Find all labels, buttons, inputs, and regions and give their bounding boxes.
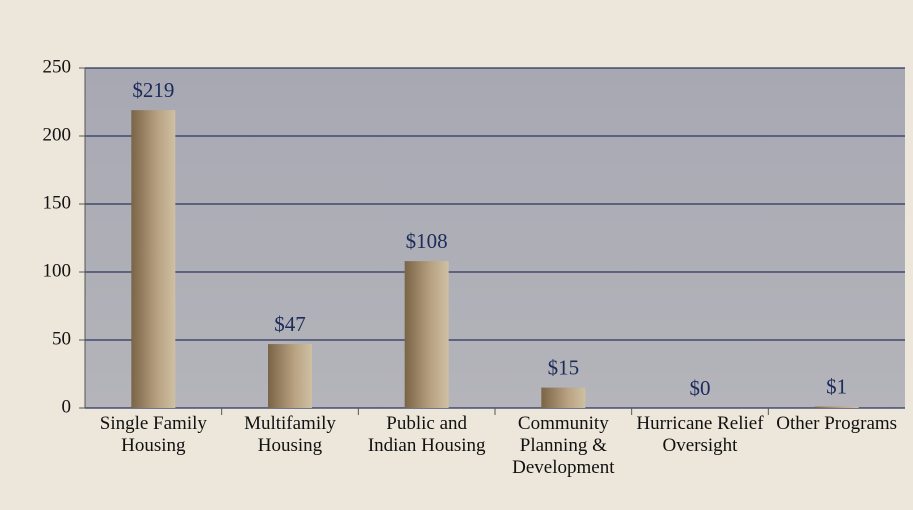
x-tick-label: Community Planning & Development [512,413,615,478]
y-tick-label: 100 [43,260,72,281]
x-tick-label: Single Family Housing [99,413,207,456]
bar [404,261,449,408]
y-tick-label: 0 [62,396,72,417]
bar [131,110,176,408]
y-tick-label: 50 [52,328,71,349]
bar [268,344,312,408]
y-tick-label: 150 [43,192,72,213]
x-tick-label: Multifamily Housing [244,413,336,456]
y-tick-label: 200 [43,124,72,145]
data-label: $47 [274,312,306,336]
x-tick-label: Other Programs [776,413,898,434]
x-tick-label: Public and Indian Housing [367,413,486,456]
data-label: $108 [406,229,448,253]
plot-area [85,68,905,408]
bar [541,387,586,408]
data-label: $219 [132,78,174,102]
y-tick-label: 250 [43,56,72,77]
data-label: $15 [548,355,580,379]
data-label: $1 [826,374,847,398]
x-tick-label: Hurricane Relief Oversight [636,413,764,456]
bar [814,406,859,408]
data-label: $0 [690,376,711,400]
